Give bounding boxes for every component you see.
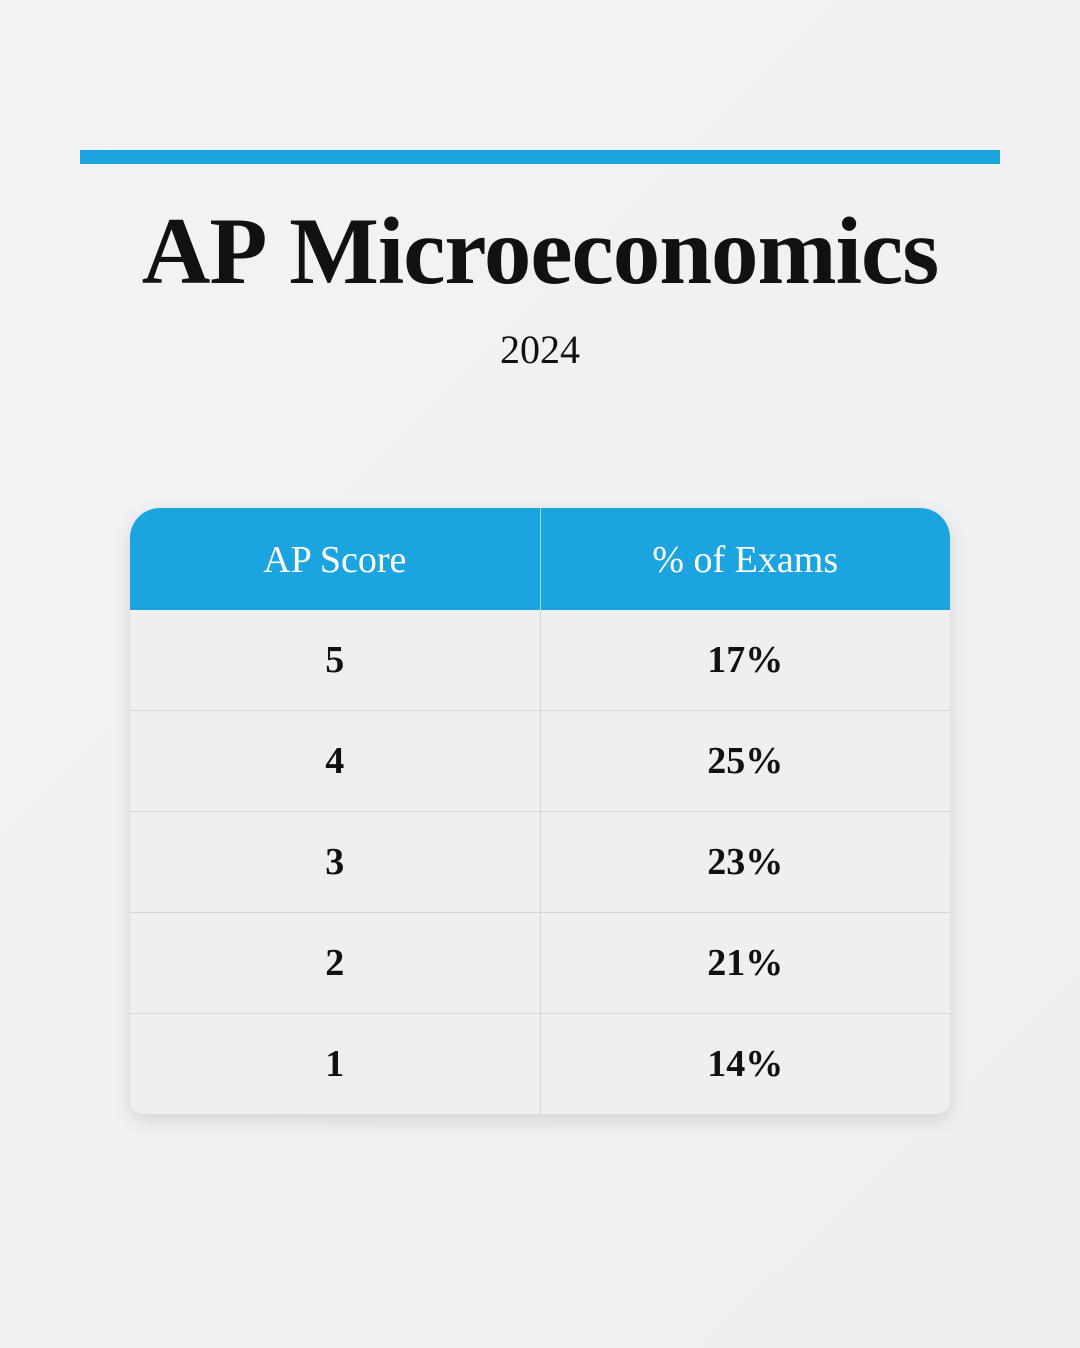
title-prefix: AP: [142, 198, 267, 304]
cell-score: 1: [130, 1014, 541, 1114]
table-row: 1 14%: [130, 1014, 950, 1114]
cell-pct: 23%: [541, 812, 951, 912]
table-row: 3 23%: [130, 812, 950, 913]
col-header-score: AP Score: [130, 508, 541, 610]
title-subject: Microeconomics: [289, 198, 938, 304]
cell-pct: 14%: [541, 1014, 951, 1114]
cell-pct: 21%: [541, 913, 951, 1013]
cell-pct: 17%: [541, 610, 951, 710]
cell-score: 2: [130, 913, 541, 1013]
table-header-row: AP Score % of Exams: [130, 508, 950, 610]
cell-pct: 25%: [541, 711, 951, 811]
score-table: AP Score % of Exams 5 17% 4 25% 3 23% 2 …: [130, 508, 950, 1114]
table-row: 4 25%: [130, 711, 950, 812]
col-header-pct: % of Exams: [541, 508, 951, 610]
page-title: AP Microeconomics: [60, 202, 1020, 302]
accent-bar: [80, 150, 1000, 164]
cell-score: 5: [130, 610, 541, 710]
table-body: 5 17% 4 25% 3 23% 2 21% 1 14%: [130, 610, 950, 1114]
table-row: 5 17%: [130, 610, 950, 711]
table-row: 2 21%: [130, 913, 950, 1014]
cell-score: 3: [130, 812, 541, 912]
year-label: 2024: [60, 326, 1020, 373]
cell-score: 4: [130, 711, 541, 811]
